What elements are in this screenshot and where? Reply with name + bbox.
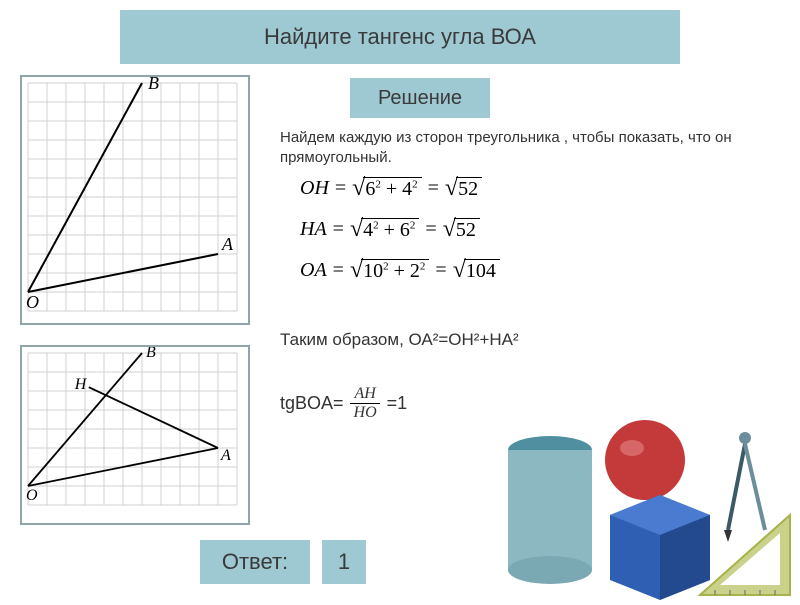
solution-label: Решение [378, 87, 462, 110]
answer-label: Ответ: [222, 549, 288, 575]
formulas-block: OH = √ 62 + 42 = √ 52 HA = √ 42 + 62 = √… [300, 175, 700, 298]
fraction-denominator: HO [350, 404, 381, 422]
sqrt-result: √ 52 [443, 216, 480, 243]
svg-text:A: A [221, 234, 234, 254]
equals-sign: = [425, 218, 436, 241]
tg-result: =1 [387, 393, 408, 414]
explanation-text: Найдем каждую из сторон треугольника , ч… [280, 128, 760, 167]
sqrt-expression: √ 42 + 62 [350, 216, 419, 243]
tg-label: tgBOA= [280, 393, 344, 414]
equals-sign: = [333, 218, 344, 241]
sqrt-expression: √ 62 + 42 [352, 175, 421, 202]
title-banner: Найдите тангенс угла ВОА [120, 10, 680, 64]
conclusion-text: Таким образом, ОА²=ОН²+НА² [280, 330, 519, 350]
formula-oh-lhs: OH [300, 177, 329, 200]
formula-oa: OA = √ 102 + 22 = √ 104 [300, 257, 700, 284]
figure-1-angle-boa: O B A [20, 75, 250, 325]
sqrt-result: √ 104 [453, 257, 500, 284]
svg-text:A: A [220, 447, 231, 464]
svg-text:B: B [146, 347, 156, 361]
formula-ha-lhs: HA [300, 218, 327, 241]
solution-banner: Решение [350, 78, 490, 118]
decor-svg [490, 400, 800, 600]
sqrt-result: √ 52 [445, 175, 482, 202]
formula-oh: OH = √ 62 + 42 = √ 52 [300, 175, 700, 202]
decorative-shapes [490, 400, 800, 600]
equals-sign: = [435, 259, 446, 282]
figure-2-svg: O B A H [22, 347, 248, 523]
formula-ha: HA = √ 42 + 62 = √ 52 [300, 216, 700, 243]
fraction: AH HO [350, 385, 381, 422]
svg-text:O: O [26, 487, 38, 504]
equals-sign: = [333, 259, 344, 282]
figure-1-svg: O B A [22, 77, 248, 323]
svg-text:B: B [148, 77, 159, 93]
equals-sign: = [335, 177, 346, 200]
fraction-numerator: AH [350, 385, 379, 404]
answer-value: 1 [338, 549, 350, 575]
answer-banner: Ответ: [200, 540, 310, 584]
svg-text:O: O [26, 292, 39, 312]
sqrt-expression: √ 102 + 22 [350, 257, 429, 284]
formula-oa-lhs: OA [300, 259, 327, 282]
tangent-equation: tgBOA= AH HO =1 [280, 385, 407, 422]
title-text: Найдите тангенс угла ВОА [264, 24, 536, 50]
answer-value-banner: 1 [322, 540, 366, 584]
figure-2-triangle-oha: O B A H [20, 345, 250, 525]
equals-sign: = [428, 177, 439, 200]
svg-text:H: H [74, 376, 88, 393]
